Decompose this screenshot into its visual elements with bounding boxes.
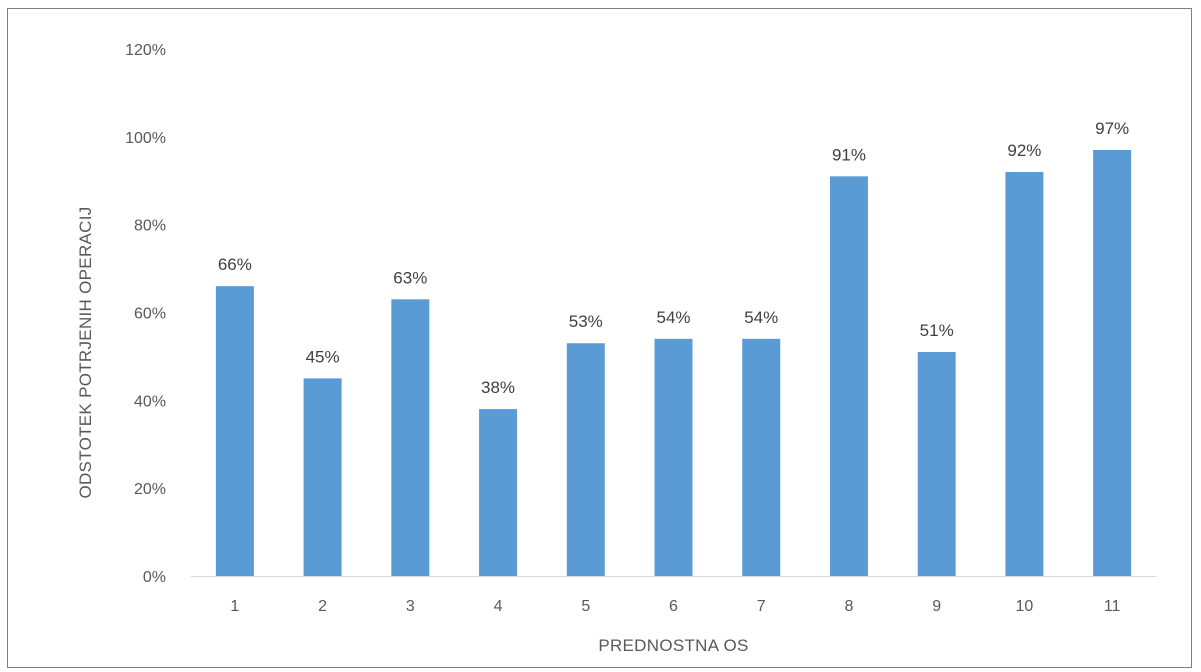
data-label: 53% (569, 312, 603, 331)
bar (917, 352, 956, 576)
y-tick-label: 0% (143, 569, 166, 586)
bar (654, 338, 693, 576)
y-tick-label: 100% (125, 130, 166, 147)
x-tick-label: 6 (669, 598, 678, 615)
bar (1005, 171, 1044, 576)
y-tick-label: 120% (125, 42, 166, 59)
x-tick-label: 5 (581, 598, 590, 615)
data-label: 66% (218, 255, 252, 274)
y-axis-ticks: 0% 20% 40% 60% 80% 100% 120% (125, 42, 166, 586)
x-tick-label: 3 (406, 598, 415, 615)
x-tick-label: 8 (845, 598, 854, 615)
y-tick-label: 80% (134, 218, 166, 235)
x-tick-label: 1 (230, 598, 239, 615)
data-label: 45% (306, 347, 340, 366)
data-label: 92% (1007, 141, 1041, 160)
x-axis-ticks: 1 2 3 4 5 6 7 8 9 10 11 (230, 598, 1120, 615)
x-tick-label: 4 (494, 598, 503, 615)
data-label: 51% (920, 321, 954, 340)
chart-frame: 0% 20% 40% 60% 80% 100% 120% 66% 45% 63% 38% 53% 54… (7, 8, 1192, 668)
data-label: 97% (1095, 119, 1129, 138)
bar (391, 299, 430, 576)
bar (303, 378, 342, 576)
bars (215, 150, 1132, 576)
bar (566, 343, 605, 576)
bar-chart: 0%20%40%60%80%100%120% 66%45%63%38%53% 54… (76, 42, 1156, 655)
bar (479, 409, 518, 576)
data-label: 38% (481, 378, 515, 397)
data-labels: 66% 45% 63% 38% 53% 54% 54% 91% 51% 92% 97% (218, 119, 1129, 397)
data-label: 91% (832, 145, 866, 164)
bar (1093, 150, 1132, 576)
data-label: 54% (656, 308, 690, 327)
data-label: 63% (393, 268, 427, 287)
bar (215, 286, 254, 576)
x-tick-label: 7 (757, 598, 766, 615)
y-tick-label: 60% (134, 306, 166, 323)
data-label: 54% (744, 308, 778, 327)
y-tick-label: 20% (134, 481, 166, 498)
bar (829, 176, 868, 576)
x-tick-label: 2 (318, 598, 327, 615)
x-tick-label: 9 (932, 598, 941, 615)
x-tick-label: 10 (1016, 598, 1034, 615)
y-axis-title: ODSTOTEK POTRJENIH OPERACIJ (76, 206, 95, 498)
x-tick-label: 11 (1104, 598, 1121, 615)
x-axis-title: PREDNOSTNA OS (598, 636, 748, 655)
bar (742, 338, 781, 576)
y-tick-label: 40% (134, 393, 166, 410)
